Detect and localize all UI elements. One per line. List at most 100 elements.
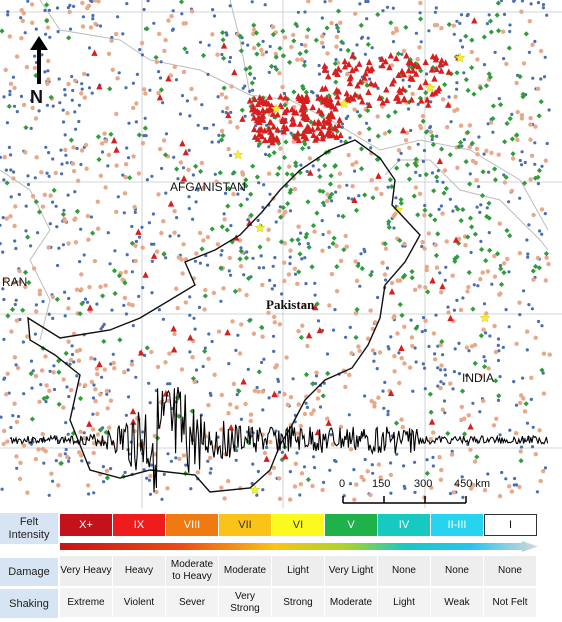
earthquake-diamond-green <box>90 230 96 236</box>
earthquake-dot-peach <box>283 209 288 215</box>
earthquake-dot-blue <box>66 432 70 436</box>
earthquake-diamond-green <box>322 162 328 169</box>
earthquake-dot-blue <box>147 221 151 225</box>
earthquake-triangle-red <box>256 98 264 105</box>
earthquake-triangle-red <box>150 252 158 259</box>
earthquake-triangle-red <box>326 126 333 134</box>
earthquake-dot-peach <box>66 241 71 246</box>
earthquake-triangle-red <box>325 112 332 119</box>
earthquake-diamond-green <box>393 420 400 426</box>
earthquake-dot-blue <box>24 229 28 233</box>
earthquake-dot-blue <box>507 270 511 274</box>
earthquake-dot-blue <box>30 386 34 390</box>
earthquake-dot-blue <box>386 185 390 189</box>
earthquake-triangle-red <box>383 86 390 93</box>
earthquake-dot-peach <box>3 392 9 397</box>
earthquake-dot-blue <box>124 312 129 316</box>
earthquake-dot-blue <box>437 207 441 211</box>
earthquake-dot-blue <box>312 455 316 459</box>
earthquake-dot-blue <box>500 470 504 475</box>
intensity-cell: IV <box>378 514 431 536</box>
earthquake-diamond-green <box>520 94 526 100</box>
earthquake-dot-blue <box>135 72 139 76</box>
earthquake-diamond-green <box>153 54 159 61</box>
earthquake-dot-peach <box>12 223 17 229</box>
earthquake-dot-peach <box>300 323 305 328</box>
earthquake-diamond-green <box>459 388 466 394</box>
scale-tick-0: 0 <box>339 478 346 490</box>
earthquake-dot-blue <box>508 428 512 432</box>
earthquake-dot-blue <box>216 435 220 439</box>
earthquake-triangle-red <box>415 62 422 70</box>
earthquake-dot-blue <box>134 239 138 244</box>
earthquake-dot-blue <box>336 29 341 34</box>
earthquake-diamond-green <box>231 169 237 176</box>
earthquake-dot-blue <box>221 110 225 114</box>
earthquake-dot-peach <box>287 164 292 169</box>
earthquake-dot-blue <box>106 231 110 235</box>
earthquake-diamond-green <box>340 213 346 219</box>
earthquake-dot-blue <box>439 204 443 208</box>
earthquake-diamond-green <box>358 22 364 28</box>
earthquake-diamond-green <box>54 296 60 302</box>
earthquake-dot-blue <box>255 385 259 390</box>
earthquake-dot-peach <box>83 383 88 388</box>
earthquake-dot-blue <box>371 471 375 475</box>
earthquake-triangle-red <box>252 107 259 114</box>
earthquake-triangle-red <box>444 101 452 108</box>
earthquake-dot-peach <box>369 178 374 183</box>
earthquake-dot-blue <box>527 223 531 227</box>
earthquake-dot-blue <box>137 235 142 239</box>
earthquake-dot-blue <box>471 401 475 405</box>
earthquake-dot-blue <box>449 120 453 124</box>
earthquake-dot-blue <box>533 39 537 44</box>
earthquake-dot-peach <box>475 57 480 62</box>
earthquake-dot-peach <box>45 81 50 86</box>
earthquake-diamond-green <box>470 306 476 312</box>
earthquake-diamond-green <box>413 162 419 169</box>
earthquake-diamond-green <box>199 246 205 252</box>
earthquake-dot-peach <box>485 269 491 274</box>
earthquake-dot-blue <box>451 387 455 391</box>
earthquake-dot-peach <box>428 436 433 442</box>
earthquake-diamond-green <box>425 289 431 295</box>
earthquake-dot-blue <box>7 145 11 149</box>
earthquake-dot-blue <box>328 468 332 472</box>
earthquake-dot-blue <box>5 121 9 125</box>
earthquake-dot-blue <box>140 225 144 229</box>
earthquake-dot-peach <box>260 52 265 57</box>
earthquake-diamond-green <box>433 252 440 259</box>
earthquake-dot-blue <box>51 479 55 483</box>
earthquake-dot-peach <box>448 381 453 386</box>
earthquake-dot-peach <box>91 450 96 456</box>
earthquake-triangle-red <box>422 58 429 66</box>
earthquake-dot-blue <box>268 192 272 196</box>
earthquake-dot-peach <box>296 224 301 229</box>
earthquake-diamond-green <box>302 141 308 147</box>
earthquake-dot-peach <box>439 363 444 368</box>
earthquake-triangle-red <box>378 55 386 62</box>
earthquake-dot-peach <box>40 204 46 209</box>
earthquake-triangle-red <box>399 85 407 92</box>
earthquake-dot-peach <box>306 0 311 4</box>
earthquake-dot-blue <box>436 169 440 173</box>
earthquake-dot-peach <box>122 191 128 196</box>
earthquake-dot-blue <box>101 325 105 329</box>
intensity-cell: II-III <box>431 514 484 536</box>
earthquake-diamond-green <box>120 473 127 479</box>
earthquake-dot-blue <box>307 146 311 150</box>
earthquake-dot-peach <box>452 108 457 114</box>
earthquake-dot-peach <box>517 300 522 305</box>
earthquake-triangle-red <box>224 328 231 336</box>
earthquake-dot-peach <box>286 272 292 277</box>
earthquake-dot-peach <box>474 146 480 152</box>
earthquake-dot-peach <box>84 166 89 171</box>
earthquake-triangle-red <box>259 112 267 119</box>
earthquake-dot-blue <box>392 226 396 230</box>
earthquake-diamond-green <box>411 193 417 199</box>
earthquake-dot-peach <box>464 345 470 350</box>
earthquake-diamond-green <box>56 358 62 364</box>
earthquake-dot-blue <box>56 30 60 34</box>
earthquake-dot-blue <box>525 238 529 242</box>
earthquake-dot-peach <box>484 148 489 153</box>
